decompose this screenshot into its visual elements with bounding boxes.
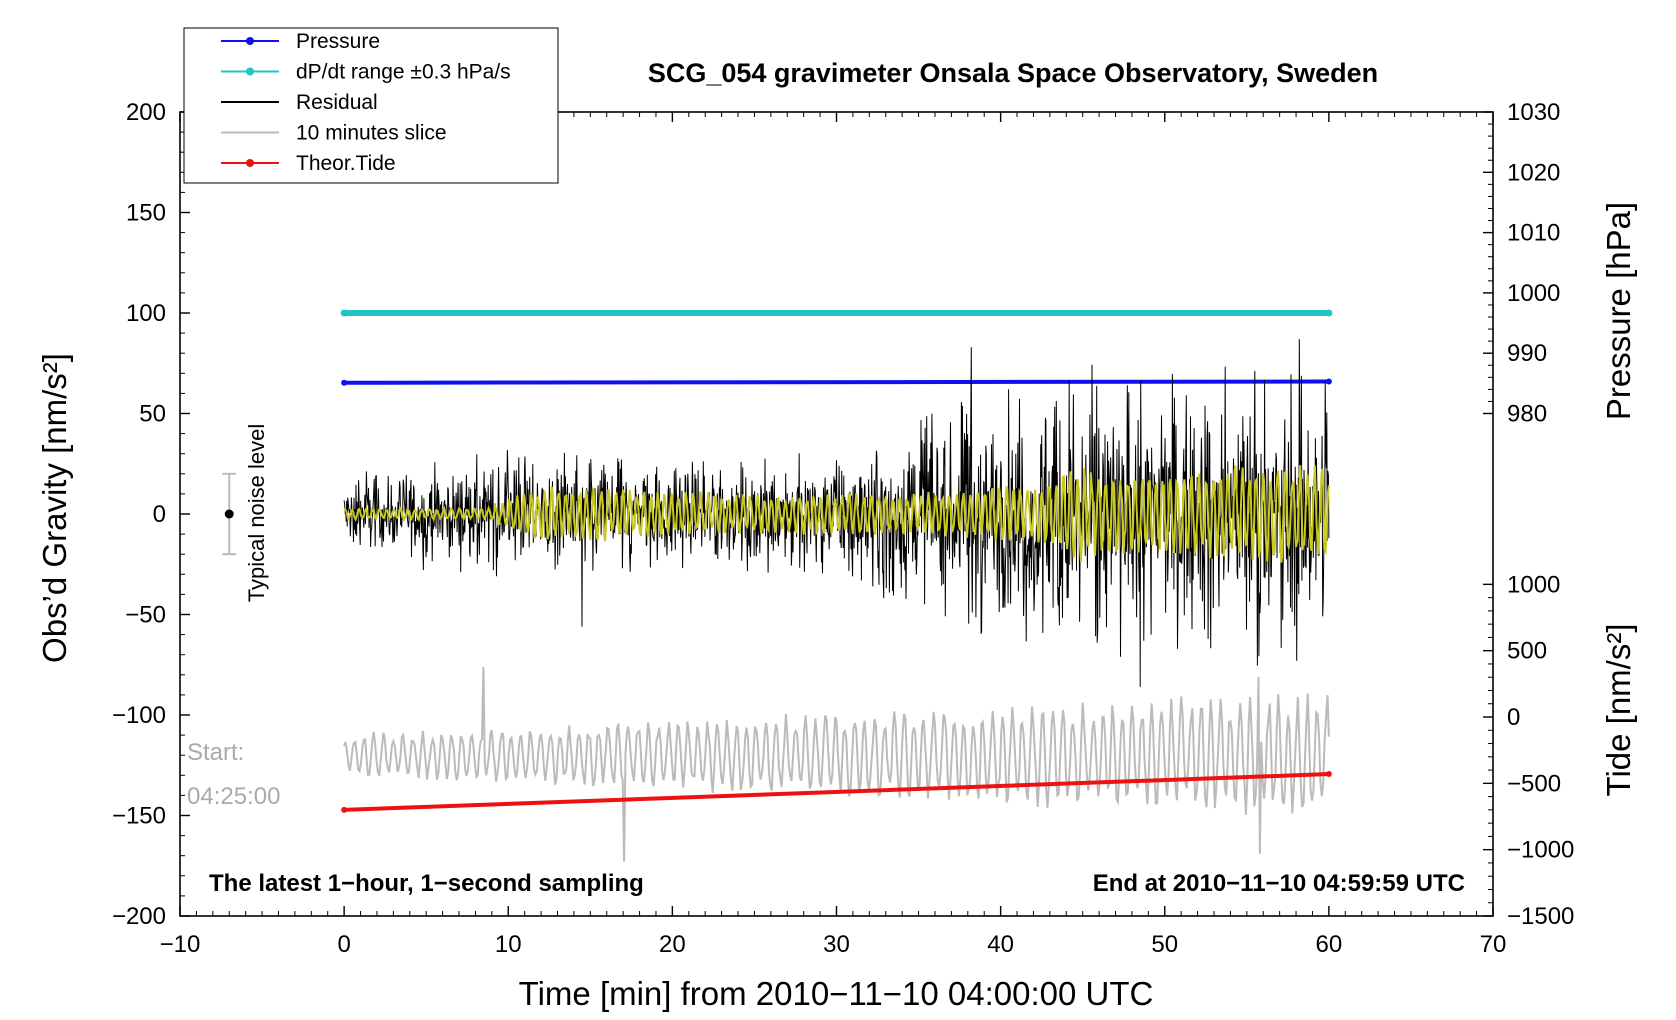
y-tick-label-0: −200 [112, 903, 166, 930]
bottom-right-annotation: End at 2010−11−10 04:59:59 UTC [1093, 870, 1465, 897]
legend-swatch-marker-0 [246, 37, 254, 45]
tide-tick-label-3: 0 [1507, 704, 1520, 731]
start-label: Start: [187, 739, 244, 766]
x-tick-label-6: 50 [1151, 931, 1178, 958]
legend-label-3: 10 minutes slice [296, 122, 447, 145]
pressure-tick-label-0: 980 [1507, 401, 1547, 428]
y-axis-title-pressure: Pressure [hPa] [1600, 202, 1637, 420]
pressure-tick-label-2: 1000 [1507, 280, 1560, 307]
y-tick-label-3: −50 [125, 602, 166, 629]
series-dpdt-end-marker [1325, 309, 1333, 317]
series-dpdt-start-marker [340, 309, 348, 317]
y-tick-label-2: −100 [112, 702, 166, 729]
y-tick-label-8: 200 [126, 99, 166, 126]
series-ten-minute-slice-line [343, 666, 1330, 862]
series-dpdt-band [344, 309, 1329, 317]
series-tide-start-marker [341, 806, 348, 813]
series-pressure-end-marker [1325, 378, 1332, 385]
legend-label-0: Pressure [296, 30, 380, 53]
x-tick-label-5: 40 [987, 931, 1014, 958]
x-tick-label-4: 30 [823, 931, 850, 958]
legend-label-1: dP/dt range ±0.3 hPa/s [296, 61, 511, 84]
legend-label-4: Theor.Tide [296, 152, 396, 175]
noise-level-label: Typical noise level [244, 424, 269, 603]
tide-tick-label-0: −1500 [1507, 903, 1574, 930]
pressure-tick-label-5: 1030 [1507, 99, 1560, 126]
pressure-tick-label-1: 990 [1507, 340, 1547, 367]
tide-tick-label-5: 1000 [1507, 571, 1560, 598]
legend-label-2: Residual [296, 91, 378, 114]
pressure-tick-label-4: 1020 [1507, 159, 1560, 186]
noise-bar-center-marker [224, 509, 234, 519]
bottom-left-annotation: The latest 1−hour, 1−second sampling [209, 870, 644, 897]
y-tick-label-1: −150 [112, 803, 166, 830]
x-tick-label-2: 10 [495, 931, 522, 958]
tide-tick-label-1: −1000 [1507, 837, 1574, 864]
y-axis-title-left: Obs’d Gravity [nm/s²] [36, 353, 73, 663]
y-tick-label-4: 0 [153, 501, 166, 528]
y-tick-label-7: 150 [126, 200, 166, 227]
x-axis-title: Time [min] from 2010−11−10 04:00:00 UTC [519, 975, 1154, 1012]
legend-box [183, 27, 559, 184]
series-layer [222, 309, 1333, 862]
x-tick-label-0: −10 [160, 931, 201, 958]
tide-tick-label-2: −500 [1507, 770, 1561, 797]
series-pressure-line [344, 379, 1329, 385]
chart-title: SCG_054 gravimeter Onsala Space Observat… [648, 58, 1378, 88]
series-theor-tide-line [344, 772, 1329, 812]
series-residual-smoothed-line [343, 465, 1330, 563]
y-tick-label-5: 50 [139, 401, 166, 428]
tide-tick-label-4: 500 [1507, 638, 1547, 665]
start-time: 04:25:00 [187, 783, 280, 810]
series-tide-end-marker [1325, 771, 1332, 778]
pressure-tick-label-3: 1010 [1507, 220, 1560, 247]
x-tick-label-3: 20 [659, 931, 686, 958]
y-axis-title-tide: Tide [nm/s²] [1600, 624, 1637, 797]
x-tick-label-7: 60 [1316, 931, 1343, 958]
x-tick-label-8: 70 [1480, 931, 1507, 958]
series-residual-line [343, 339, 1330, 687]
x-tick-label-1: 0 [337, 931, 350, 958]
legend-swatch-marker-4 [246, 159, 254, 167]
series-pressure-start-marker [341, 379, 348, 386]
legend: Pressure dP/dt range ±0.3 hPa/s Residual 10… [183, 27, 559, 184]
y-tick-label-6: 100 [126, 300, 166, 327]
legend-swatch-marker-1 [246, 67, 254, 76]
axes-layer: −10 0 10 20 30 40 50 60 70−200−150−100−500501001… [112, 99, 1574, 958]
